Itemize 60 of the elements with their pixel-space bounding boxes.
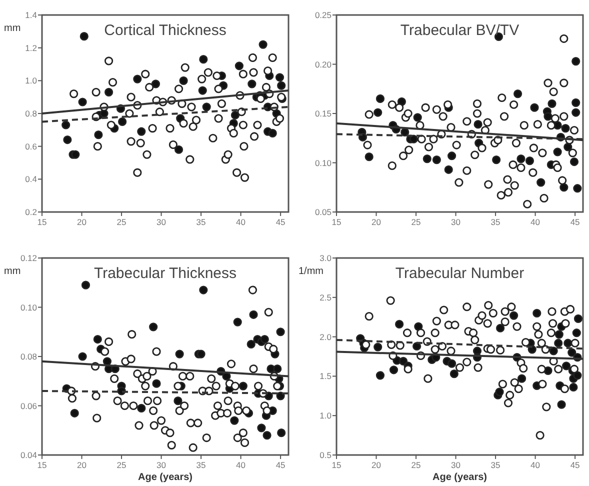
y-tick-label: 0.10 <box>20 302 38 312</box>
x-tick-label: 15 <box>332 217 342 227</box>
y-tick-label: 0.4 <box>25 174 38 184</box>
y-tick-label: 1.2 <box>25 42 38 53</box>
y-tick-label: 2.5 <box>320 292 332 302</box>
x-tick-label: 30 <box>156 460 166 470</box>
y-tick-label: 0.08 <box>20 352 38 362</box>
y-tick-label: 0.05 <box>314 207 332 217</box>
y-axis-title: mm <box>4 23 21 34</box>
y-tick-label: 1.0 <box>25 76 38 86</box>
y-tick-label: 2.0 <box>320 332 332 342</box>
y-axis-title: mm <box>4 266 21 277</box>
text: Trabecular Number <box>395 265 524 282</box>
y-tick-label: 0.25 <box>314 10 332 20</box>
x-tick-label: 25 <box>116 217 127 227</box>
x-axis-title: Age (years) <box>138 472 192 483</box>
x-tick-label: 25 <box>116 460 127 470</box>
y-tick-label: 0.04 <box>20 450 38 460</box>
y-tick-label: 0.12 <box>20 253 38 263</box>
y-tick-label: 0.5 <box>320 450 332 460</box>
y-tick-label: 1.4 <box>25 10 38 20</box>
y-tick-label: 0.20 <box>314 59 332 70</box>
x-tick-label: 35 <box>490 460 501 470</box>
x-tick-label: 20 <box>77 460 87 470</box>
y-tick-label: 0.06 <box>20 400 38 411</box>
text: Trabecular Thickness <box>94 265 237 282</box>
y-tick-label: 1.5 <box>320 371 332 382</box>
y-tick-label: 0.15 <box>314 108 332 118</box>
x-tick-label: 15 <box>332 460 342 470</box>
x-tick-label: 30 <box>156 217 166 227</box>
x-tick-label: 30 <box>451 460 461 470</box>
x-tick-label: 25 <box>411 217 422 227</box>
text: Cortical Thickness <box>104 22 226 39</box>
x-tick-label: 20 <box>372 217 382 227</box>
y-tick-label: 0.10 <box>314 158 332 168</box>
x-tick-label: 35 <box>196 217 206 227</box>
x-tick-label: 40 <box>530 217 540 227</box>
x-tick-label: 40 <box>236 217 246 227</box>
y-tick-label: 0.8 <box>25 108 38 118</box>
y-tick-label: 3.0 <box>320 253 332 263</box>
x-tick-label: 20 <box>372 460 382 470</box>
x-tick-label: 15 <box>37 460 47 470</box>
x-tick-label: 40 <box>530 460 540 470</box>
y-axis-title: 1/mm <box>298 266 324 277</box>
x-tick-label: 45 <box>276 217 286 227</box>
x-tick-label: 30 <box>451 217 461 227</box>
x-tick-label: 35 <box>196 460 206 470</box>
x-tick-label: 25 <box>411 460 422 470</box>
y-tick-label: 1.0 <box>320 410 332 421</box>
x-tick-label: 20 <box>77 217 87 227</box>
x-tick-label: 45 <box>570 217 580 227</box>
x-tick-label: 40 <box>236 460 246 470</box>
x-axis-title: Age (years) <box>432 472 487 483</box>
x-tick-label: 45 <box>276 460 286 470</box>
text: Trabecular BV/TV <box>400 22 520 39</box>
x-tick-label: 45 <box>570 460 580 470</box>
y-tick-label: 0.6 <box>25 141 38 152</box>
y-tick-label: 0.2 <box>25 207 38 217</box>
x-tick-label: 35 <box>490 217 501 227</box>
x-tick-label: 15 <box>37 217 47 227</box>
